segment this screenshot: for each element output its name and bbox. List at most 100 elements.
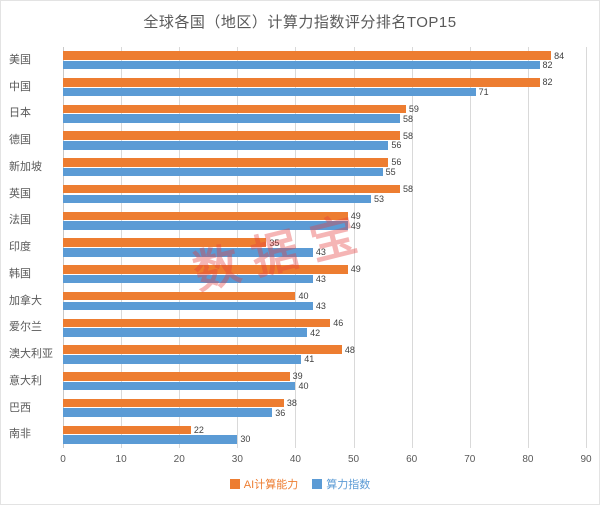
value-index-7: 49 xyxy=(350,220,361,231)
gridline-0 xyxy=(63,47,64,448)
category-label-10: 加拿大 xyxy=(9,294,42,307)
value-index-12: 41 xyxy=(304,354,315,365)
value-ai-10: 40 xyxy=(298,291,309,302)
bar-ai-2 xyxy=(63,78,540,87)
legend-swatch-ai xyxy=(229,479,240,489)
value-index-6: 53 xyxy=(373,193,384,204)
value-index-5: 55 xyxy=(385,167,396,178)
legend-swatch-index xyxy=(312,479,323,489)
gridline-70 xyxy=(469,47,471,448)
value-index-14: 36 xyxy=(275,407,286,418)
bar-ai-10 xyxy=(63,291,296,301)
x-tick-label-40: 40 xyxy=(289,454,301,465)
value-ai-8: 35 xyxy=(269,237,280,248)
x-tick-label-30: 30 xyxy=(231,454,243,465)
value-ai-11: 46 xyxy=(333,317,344,328)
gridline-10 xyxy=(121,47,123,448)
gridline-90 xyxy=(586,47,587,448)
category-label-5: 新加坡 xyxy=(9,160,42,173)
bar-index-14 xyxy=(63,408,273,417)
bar-index-11 xyxy=(63,328,308,337)
bar-ai-1 xyxy=(63,51,552,60)
gridline-80 xyxy=(527,47,529,448)
category-label-3: 日本 xyxy=(9,107,31,120)
bar-index-8 xyxy=(63,248,313,257)
legend-label-ai: AI计算能力 xyxy=(243,479,299,491)
x-tick-label-60: 60 xyxy=(406,454,418,465)
category-label-1: 美国 xyxy=(9,54,31,66)
category-label-2: 中国 xyxy=(9,80,31,93)
bar-ai-7 xyxy=(63,211,348,221)
value-index-10: 43 xyxy=(315,300,326,311)
bar-ai-14 xyxy=(63,398,284,408)
category-label-8: 印度 xyxy=(9,241,31,254)
x-tick-label-10: 10 xyxy=(115,454,127,465)
category-label-7: 法国 xyxy=(9,214,31,227)
value-index-8: 43 xyxy=(315,247,326,258)
bar-ai-15 xyxy=(63,425,191,435)
bar-index-4 xyxy=(63,141,389,150)
category-label-4: 德国 xyxy=(9,134,31,147)
category-label-12: 澳大利亚 xyxy=(9,348,53,361)
category-label-6: 英国 xyxy=(9,187,31,200)
bar-index-7 xyxy=(63,221,348,230)
x-tick-label-90: 90 xyxy=(580,454,592,465)
bar-index-15 xyxy=(63,435,238,444)
category-label-15: 南非 xyxy=(9,428,31,441)
bar-index-1 xyxy=(63,60,540,70)
value-index-9: 43 xyxy=(315,274,326,285)
value-ai-14: 38 xyxy=(286,398,297,409)
value-ai-2: 82 xyxy=(542,77,553,88)
gridline-30 xyxy=(237,47,239,448)
value-ai-5: 56 xyxy=(391,157,402,168)
value-ai-9: 49 xyxy=(350,264,361,275)
bar-index-3 xyxy=(63,114,401,123)
value-ai-13: 39 xyxy=(292,371,303,382)
gridline-20 xyxy=(179,47,181,448)
value-ai-6: 58 xyxy=(403,184,414,195)
category-label-14: 巴西 xyxy=(9,401,31,414)
value-ai-3: 59 xyxy=(408,104,419,115)
bar-ai-8 xyxy=(63,238,267,247)
bar-index-5 xyxy=(63,167,383,177)
gridline-50 xyxy=(353,47,355,448)
value-index-11: 42 xyxy=(310,327,321,338)
legend: AI计算能力 算力指数 xyxy=(1,476,599,492)
x-tick-label-50: 50 xyxy=(347,454,360,465)
value-index-1: 82 xyxy=(542,60,553,71)
bar-ai-4 xyxy=(63,131,401,141)
bar-index-6 xyxy=(63,194,371,204)
bar-ai-3 xyxy=(63,104,406,114)
x-tick-label-20: 20 xyxy=(173,454,185,465)
legend-label-index: 算力指数 xyxy=(326,479,371,491)
value-ai-12: 48 xyxy=(344,344,355,355)
bar-index-13 xyxy=(63,381,296,391)
bar-index-12 xyxy=(63,354,302,364)
bar-index-2 xyxy=(63,87,476,97)
value-index-4: 56 xyxy=(391,140,402,151)
bar-ai-9 xyxy=(63,265,348,274)
gridline-40 xyxy=(295,47,297,448)
chart-title: 全球各国（地区）计算力指数评分排名TOP15 xyxy=(143,14,457,31)
bar-ai-5 xyxy=(63,158,389,167)
x-tick-label-80: 80 xyxy=(522,454,534,465)
bar-ai-11 xyxy=(63,318,331,328)
category-label-9: 韩国 xyxy=(9,267,31,280)
value-ai-1: 84 xyxy=(554,50,565,61)
value-ai-7: 49 xyxy=(350,210,361,221)
value-ai-15: 22 xyxy=(193,424,204,435)
gridline-60 xyxy=(411,47,413,448)
value-index-2: 71 xyxy=(478,86,489,97)
legend-item-ai: AI计算能力 xyxy=(229,476,299,492)
bar-ai-13 xyxy=(63,372,290,381)
bar-ai-6 xyxy=(63,184,401,194)
x-tick-label-0: 0 xyxy=(60,454,66,465)
value-index-13: 40 xyxy=(298,380,309,391)
legend-item-index: 算力指数 xyxy=(312,476,370,492)
bar-index-9 xyxy=(63,274,313,284)
category-label-13: 意大利 xyxy=(9,374,42,387)
category-label-11: 爱尔兰 xyxy=(9,321,42,334)
value-index-15: 30 xyxy=(240,434,251,445)
